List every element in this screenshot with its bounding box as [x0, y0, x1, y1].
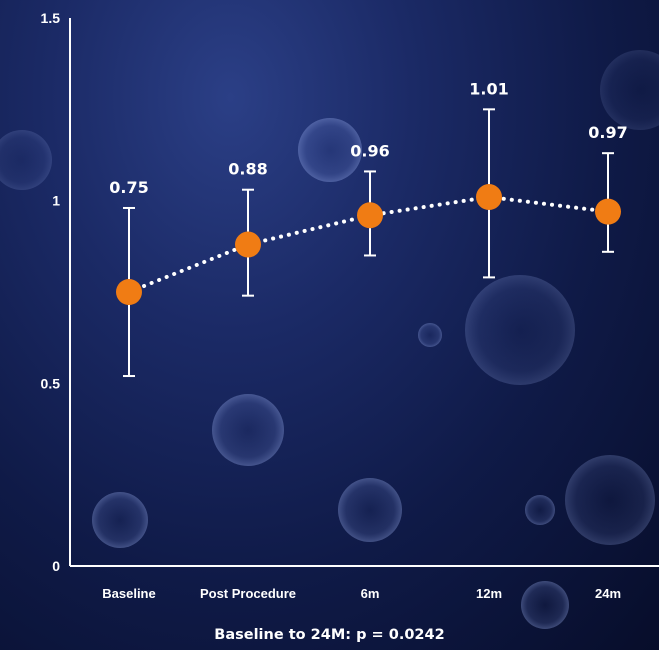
y-tick-label: 1.5	[41, 10, 61, 26]
y-axis-ticks: 0 0.5 1 1.5	[41, 10, 61, 574]
y-tick-label: 0	[52, 558, 60, 574]
data-label: 0.96	[350, 141, 389, 160]
data-label: 0.75	[109, 178, 148, 197]
y-tick-label: 0.5	[41, 375, 61, 391]
data-point	[595, 198, 621, 225]
x-tick-label: 6m	[361, 586, 380, 601]
data-labels: 0.75 0.88 0.96 1.01 0.97	[109, 79, 627, 197]
data-label: 0.97	[588, 123, 627, 142]
x-tick-label: 12m	[476, 586, 502, 601]
x-tick-label: Baseline	[102, 586, 155, 601]
data-label: 1.01	[469, 79, 508, 98]
data-point	[476, 184, 502, 211]
trend-line	[127, 194, 610, 294]
data-point	[116, 279, 142, 305]
x-tick-label: Post Procedure	[200, 586, 296, 601]
data-point	[357, 202, 383, 229]
p-value-footnote: Baseline to 24M: p = 0.0242	[214, 627, 445, 643]
data-label: 0.88	[228, 160, 267, 179]
x-axis-ticks: Baseline Post Procedure 6m 12m 24m	[102, 586, 621, 601]
x-tick-label: 24m	[595, 586, 621, 601]
data-points	[116, 184, 621, 305]
data-point	[235, 231, 261, 258]
y-tick-label: 1	[52, 193, 60, 209]
